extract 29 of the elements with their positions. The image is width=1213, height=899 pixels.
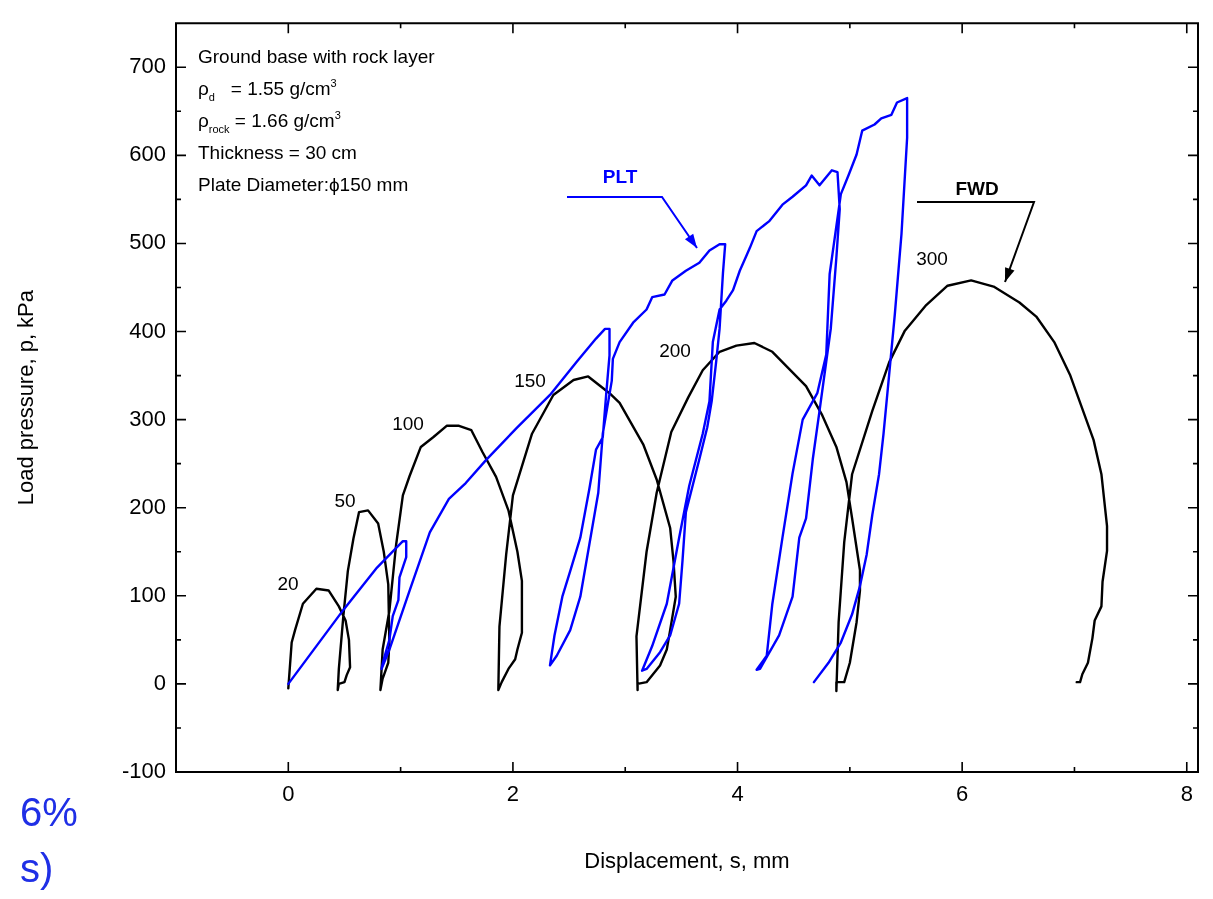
- text: PLT: [602, 166, 638, 188]
- annotation: 200: [659, 340, 691, 361]
- x-tick-label: 2: [506, 781, 520, 807]
- annotation: 150: [514, 370, 546, 391]
- y-tick-label: 500: [129, 229, 166, 255]
- annotation: 100: [392, 413, 424, 434]
- annotation: Ground base with rock layer: [198, 46, 436, 68]
- y-tick-label: 600: [129, 141, 166, 167]
- y-tick-label: 0: [153, 669, 166, 695]
- y-tick-label: 100: [129, 581, 166, 607]
- annotation: 20: [277, 573, 299, 594]
- text: 6%: [20, 790, 78, 834]
- y-tick-label: -100: [121, 758, 166, 784]
- annotation: 300: [916, 248, 948, 269]
- text: s): [20, 846, 54, 890]
- y-tick-label: 300: [129, 405, 166, 431]
- x-tick-label: 4: [731, 781, 744, 807]
- text: FWD: [955, 178, 999, 200]
- y-axis-title: Load pressure, p, kPa: [13, 289, 39, 506]
- y-tick-label: 200: [129, 493, 166, 519]
- annotation: Plate Diameter:ϕ150 mm: [198, 174, 409, 196]
- y-tick-label: 700: [129, 53, 166, 79]
- y-tick-label: 400: [129, 317, 166, 343]
- x-tick-label: 8: [1180, 781, 1193, 807]
- annotation: Thickness = 30 cm: [198, 142, 357, 164]
- x-axis-title: Displacement, s, mm: [584, 847, 790, 873]
- annotation: 50: [334, 490, 356, 511]
- x-tick-label: 0: [282, 781, 295, 807]
- x-tick-label: 6: [956, 781, 969, 807]
